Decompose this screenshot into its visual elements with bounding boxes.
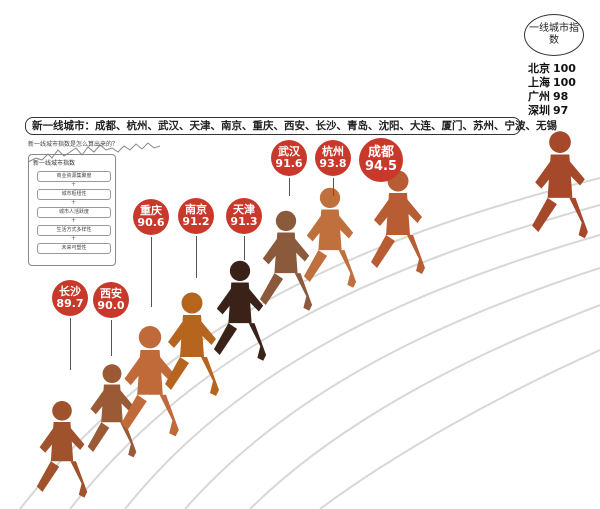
bubble-pole xyxy=(111,320,112,356)
flowchart-item: 未来可塑性 xyxy=(37,243,111,254)
track-lane-line xyxy=(124,234,600,509)
score-bubble-xian: 西安 90.0 xyxy=(93,282,129,318)
score-bubble-tianjin: 天津 91.3 xyxy=(226,198,262,234)
score-bubble-wuhan: 武汉 91.6 xyxy=(271,140,307,176)
index-flowchart: 新一线城市指数 商业资源集聚度 + 城市枢纽性 + 城市人活跃度 + 生活方式多… xyxy=(28,154,116,266)
runner-icon xyxy=(165,292,219,396)
plus-icon: + xyxy=(71,217,77,224)
bubble-pole xyxy=(333,178,334,196)
score-bubble-nanjing: 南京 91.2 xyxy=(178,198,214,234)
flowchart-item: 城市人活跃度 xyxy=(37,207,111,218)
track-lane-line xyxy=(184,267,600,509)
tier1-row-beijing: 北京 100 xyxy=(528,62,576,75)
banner-title: 新一线城市： xyxy=(32,120,95,132)
bubble-pole xyxy=(289,178,290,196)
plus-icon: + xyxy=(71,235,77,242)
score-bubble-changsha: 长沙 89.7 xyxy=(52,280,88,316)
runner-icon xyxy=(371,170,425,274)
bubble-pole xyxy=(244,236,245,260)
runner-icon xyxy=(303,187,357,288)
plus-icon: + xyxy=(71,181,77,188)
score-bubble-chongqing: 重庆 90.6 xyxy=(133,199,169,235)
track-lane-line xyxy=(69,204,600,509)
new-tier1-banner: 新一线城市：成都、杭州、武汉、天津、南京、重庆、西安、长沙、青岛、沈阳、大连、厦… xyxy=(25,117,557,135)
tier1-title: 一线城市指数 xyxy=(524,14,584,56)
plus-icon: + xyxy=(71,199,77,206)
bubble-pole xyxy=(70,318,71,370)
tier1-row-shenzhen: 深圳 97 xyxy=(528,104,569,117)
flowchart-head: 新一线城市指数 xyxy=(33,160,76,167)
flowchart-item: 生活方式多样性 xyxy=(37,225,111,236)
flowchart-item: 城市枢纽性 xyxy=(37,189,111,200)
score-bubble-hangzhou: 杭州 93.8 xyxy=(315,140,351,176)
runner-icon xyxy=(213,260,267,361)
bubble-pole xyxy=(151,237,152,307)
track-lane-line xyxy=(319,349,600,509)
score-bubble-chengdu: 成都 94.5 xyxy=(359,138,403,182)
mini-line-chart xyxy=(27,142,161,163)
tier1-row-guangzhou: 广州 98 xyxy=(528,90,569,103)
bubble-pole xyxy=(196,236,197,278)
flowchart-item: 商业资源集聚度 xyxy=(37,171,111,182)
track-lane-line xyxy=(249,304,600,509)
runner-icon xyxy=(532,131,588,239)
tier1-row-shanghai: 上海 100 xyxy=(528,76,576,89)
runner-icon xyxy=(36,401,88,498)
banner-cities: 成都、杭州、武汉、天津、南京、重庆、西安、长沙、青岛、沈阳、大连、厦门、苏州、宁… xyxy=(95,120,557,132)
runner-icon xyxy=(259,210,313,311)
mini-chart-caption: 新一线城市指数是怎么算出来的？ xyxy=(28,141,119,148)
